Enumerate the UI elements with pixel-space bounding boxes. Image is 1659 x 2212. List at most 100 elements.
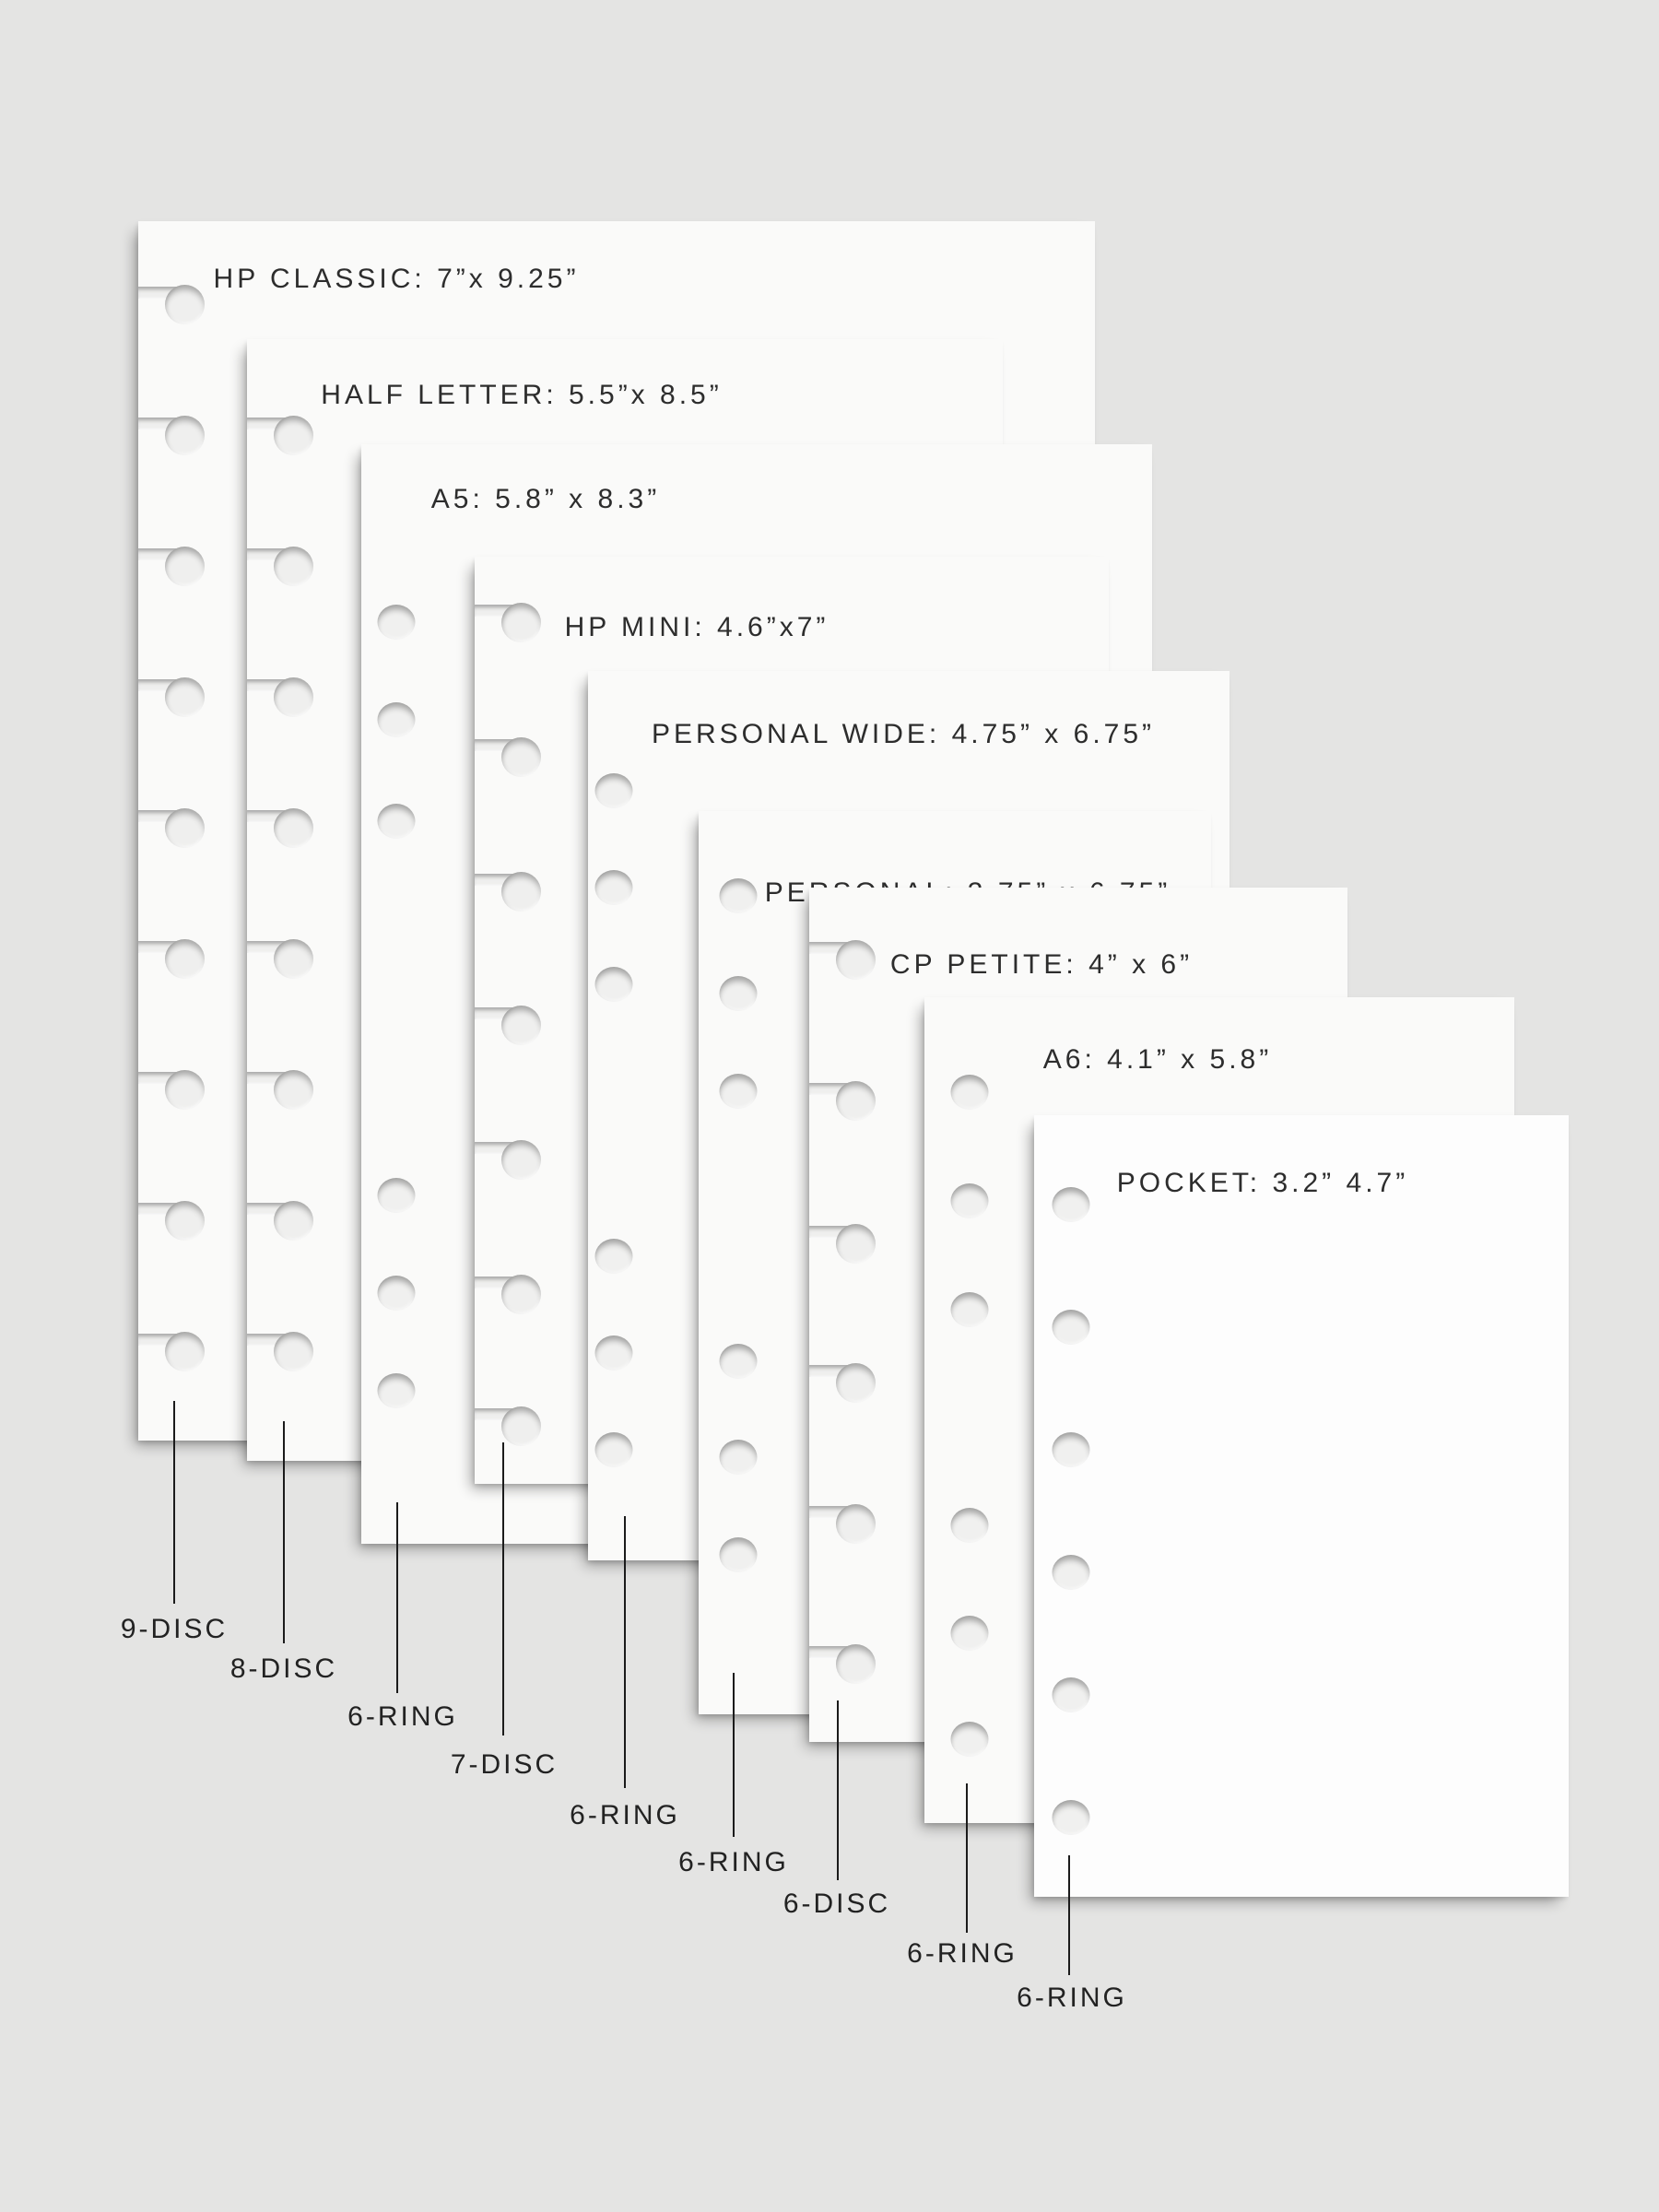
- ring-hole-icon: [950, 1292, 989, 1327]
- disc-punch-circle: [274, 547, 313, 586]
- binding-label-half-letter: 8-DISC: [229, 1653, 338, 1684]
- disc-punch-circle: [501, 1140, 541, 1180]
- disc-punch-hole-icon: [247, 544, 319, 588]
- disc-punch-circle: [836, 1363, 876, 1403]
- page-title-half-letter: HALF LETTER: 5.5”x 8.5”: [321, 380, 723, 410]
- disc-punch-circle: [501, 1006, 541, 1045]
- binding-label-personal-wide: 6-RING: [570, 1800, 680, 1830]
- ring-hole-icon: [719, 1440, 758, 1475]
- binding-label-pocket: 6-RING: [1017, 1983, 1127, 2013]
- disc-punch-hole-icon: [138, 1329, 210, 1373]
- page-pocket: POCKET: 3.2” 4.7”: [1034, 1115, 1569, 1897]
- ring-hole-icon: [594, 870, 633, 905]
- disc-punch-hole-icon: [138, 675, 210, 719]
- ring-hole-icon: [377, 605, 416, 640]
- disc-punch-hole-icon: [138, 1067, 210, 1112]
- ring-hole-icon: [594, 1335, 633, 1371]
- disc-punch-hole-icon: [247, 675, 319, 719]
- disc-punch-circle: [274, 677, 313, 717]
- disc-punch-hole-icon: [475, 1003, 547, 1047]
- disc-punch-circle: [274, 939, 313, 979]
- disc-punch-hole-icon: [247, 1067, 319, 1112]
- ring-hole-icon: [1052, 1800, 1090, 1835]
- disc-punch-hole-icon: [247, 806, 319, 850]
- disc-punch-hole-icon: [247, 936, 319, 981]
- disc-punch-hole-icon: [809, 1501, 881, 1546]
- disc-punch-hole-icon: [138, 282, 210, 326]
- disc-punch-circle: [501, 603, 541, 642]
- ring-hole-icon: [950, 1183, 989, 1218]
- disc-punch-circle: [836, 1224, 876, 1264]
- callout-line-cp-petite: [837, 1700, 839, 1880]
- disc-punch-circle: [165, 1332, 205, 1371]
- disc-punch-circle: [165, 939, 205, 979]
- disc-punch-hole-icon: [475, 1137, 547, 1182]
- callout-line-a5: [396, 1502, 398, 1693]
- disc-punch-hole-icon: [138, 806, 210, 850]
- disc-punch-hole-icon: [809, 1078, 881, 1123]
- ring-hole-icon: [1052, 1187, 1090, 1222]
- ring-hole-icon: [950, 1616, 989, 1651]
- disc-punch-hole-icon: [138, 544, 210, 588]
- disc-punch-hole-icon: [475, 600, 547, 644]
- ring-hole-icon: [719, 976, 758, 1011]
- disc-punch-hole-icon: [138, 413, 210, 457]
- disc-punch-circle: [274, 1201, 313, 1241]
- disc-punch-circle: [501, 1275, 541, 1314]
- disc-punch-hole-icon: [809, 937, 881, 982]
- disc-punch-hole-icon: [475, 735, 547, 779]
- disc-punch-circle: [165, 285, 205, 324]
- disc-punch-hole-icon: [475, 1404, 547, 1448]
- disc-punch-hole-icon: [809, 1641, 881, 1686]
- ring-hole-icon: [377, 1276, 416, 1311]
- ring-hole-icon: [950, 1075, 989, 1110]
- callout-line-a6: [966, 1783, 968, 1933]
- disc-punch-circle: [165, 416, 205, 455]
- ring-hole-icon: [950, 1722, 989, 1757]
- disc-punch-circle: [836, 1504, 876, 1544]
- binding-label-hp-mini: 7-DISC: [450, 1749, 559, 1780]
- ring-hole-icon: [377, 1178, 416, 1213]
- page-title-pocket: POCKET: 3.2” 4.7”: [1116, 1168, 1409, 1198]
- binding-label-a6: 6-RING: [907, 1938, 1018, 1969]
- disc-punch-circle: [165, 1201, 205, 1241]
- disc-punch-circle: [165, 1070, 205, 1110]
- disc-punch-circle: [501, 737, 541, 777]
- callout-line-pocket: [1068, 1855, 1070, 1975]
- page-title-a5: A5: 5.8” x 8.3”: [430, 484, 661, 514]
- page-title-personal-wide: PERSONAL WIDE: 4.75” x 6.75”: [651, 719, 1156, 749]
- ring-hole-icon: [1052, 1432, 1090, 1467]
- binding-label-personal: 6-RING: [678, 1847, 789, 1877]
- binding-label-hp-classic: 9-DISC: [120, 1614, 229, 1644]
- disc-punch-hole-icon: [809, 1360, 881, 1405]
- ring-hole-icon: [719, 1074, 758, 1109]
- ring-hole-icon: [377, 1373, 416, 1408]
- callout-line-half-letter: [283, 1421, 285, 1643]
- callout-line-hp-classic: [173, 1401, 175, 1604]
- disc-punch-circle: [836, 1081, 876, 1121]
- disc-punch-hole-icon: [475, 869, 547, 913]
- disc-punch-circle: [274, 808, 313, 848]
- disc-punch-circle: [836, 940, 876, 980]
- disc-punch-hole-icon: [247, 413, 319, 457]
- callout-line-personal: [733, 1673, 735, 1837]
- ring-hole-icon: [719, 1344, 758, 1379]
- binding-label-a5: 6-RING: [347, 1701, 458, 1732]
- disc-punch-circle: [274, 1332, 313, 1371]
- disc-punch-circle: [165, 547, 205, 586]
- page-title-a6: A6: 4.1” x 5.8”: [1042, 1044, 1273, 1075]
- ring-hole-icon: [1052, 1310, 1090, 1345]
- page-title-hp-classic: HP CLASSIC: 7”x 9.25”: [213, 264, 580, 294]
- callout-line-personal-wide: [624, 1516, 626, 1788]
- disc-punch-hole-icon: [138, 936, 210, 981]
- disc-punch-hole-icon: [247, 1329, 319, 1373]
- ring-hole-icon: [1052, 1677, 1090, 1712]
- disc-punch-circle: [836, 1644, 876, 1684]
- ring-hole-icon: [719, 1537, 758, 1572]
- disc-punch-circle: [165, 808, 205, 848]
- ring-hole-icon: [377, 702, 416, 737]
- disc-punch-circle: [501, 872, 541, 912]
- disc-punch-circle: [501, 1406, 541, 1446]
- page-title-cp-petite: CP PETITE: 4” x 6”: [889, 949, 1194, 980]
